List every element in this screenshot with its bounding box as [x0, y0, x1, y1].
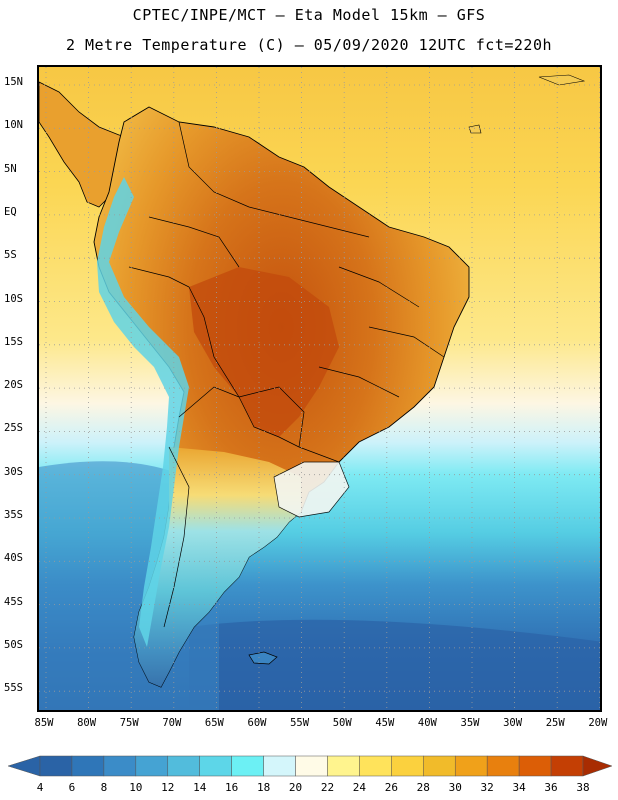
lon-label: 60W — [247, 717, 267, 729]
lat-label: 25S — [4, 422, 23, 435]
colorbar-cell — [486, 755, 520, 777]
colorbar-cell — [263, 755, 296, 777]
colorbar-high-arrow — [582, 755, 613, 777]
colorbar-tick-label: 20 — [288, 781, 303, 794]
map-canvas — [39, 67, 600, 710]
lon-label: 40W — [417, 717, 437, 729]
colorbar-tick-label: 34 — [512, 781, 526, 794]
lon-label: 35W — [460, 717, 480, 729]
colorbar-tick-label: 32 — [480, 781, 494, 794]
colorbar-tick-label: 22 — [320, 781, 335, 794]
lat-label: 15N — [4, 76, 23, 88]
colorbar-cell — [423, 755, 456, 777]
lon-label: 80W — [77, 717, 97, 729]
colorbar-tick-label: 6 — [68, 781, 76, 794]
lat-label: 15S — [4, 335, 23, 348]
lat-label: 30S — [4, 465, 23, 478]
colorbar-tick-label: 36 — [544, 781, 558, 794]
title-line-2: 2 Metre Temperature (C) – 05/09/2020 12U… — [65, 36, 553, 54]
colorbar-tick-label: 4 — [36, 781, 44, 794]
lat-label: 10N — [4, 119, 23, 132]
colorbar-cell — [231, 755, 264, 777]
colorbar-cell — [327, 755, 360, 777]
temperature-map — [37, 65, 602, 712]
colorbar-cell — [103, 755, 137, 777]
colorbar-tick-label: 10 — [129, 781, 143, 794]
lon-label: 25W — [545, 717, 565, 729]
lon-label: 70W — [162, 717, 182, 729]
uruguay-cool-patch — [273, 461, 350, 518]
colorbar-tick-label: 8 — [100, 781, 108, 794]
lat-label: 5N — [4, 162, 17, 175]
colorbar-tick-label: 16 — [225, 781, 239, 794]
colorbar-cell — [295, 755, 328, 777]
colorbar-low-arrow — [7, 755, 41, 777]
falkland-islands — [248, 651, 278, 665]
colorbar-tick-label: 26 — [384, 781, 398, 794]
colorbar-tick-label: 18 — [256, 781, 271, 794]
lon-label: 45W — [375, 717, 395, 729]
colorbar-tick-label: 24 — [352, 781, 367, 794]
lat-label: 5S — [4, 249, 17, 262]
lat-label: 40S — [4, 552, 23, 565]
lat-label: 35S — [4, 509, 23, 521]
graticule — [39, 67, 600, 710]
lat-label: 55S — [4, 682, 23, 695]
colorbar-tick-label: 14 — [193, 781, 207, 794]
colorbar-cell — [199, 755, 232, 777]
colorbar-cell — [135, 755, 169, 777]
title-line-1: CPTEC/INPE/MCT – Eta Model 15km – GFS — [132, 6, 486, 24]
country-borders — [128, 121, 445, 628]
caribbean-island — [538, 74, 586, 86]
colorbar-tick-label: 30 — [448, 781, 462, 794]
colorbar — [7, 755, 613, 777]
colorbar-tick-label: 12 — [161, 781, 175, 794]
lon-label: 50W — [332, 717, 352, 729]
lat-label: EQ — [4, 205, 17, 218]
andes-cold-strip — [97, 177, 189, 647]
colorbar-tick-label: 38 — [576, 781, 590, 794]
lon-label: 75W — [119, 717, 139, 729]
colorbar-cell — [167, 755, 200, 777]
lat-label: 20S — [4, 379, 23, 392]
lat-label: 10S — [4, 292, 23, 305]
colorbar-cell — [454, 755, 488, 777]
lon-label: 85W — [34, 717, 54, 729]
colorbar-cell — [39, 755, 73, 777]
lon-label: 30W — [503, 717, 523, 729]
colorbar-cell — [359, 755, 392, 777]
lon-label: 55W — [290, 717, 310, 729]
colorbar-cell — [518, 755, 552, 777]
colorbar-cell — [550, 755, 584, 777]
lon-label: 65W — [204, 717, 224, 729]
southern-ocean-band — [189, 619, 600, 710]
colorbar-cell — [391, 755, 424, 777]
lat-label: 50S — [4, 638, 23, 651]
lat-label: 45S — [4, 595, 23, 608]
lon-label: 20W — [588, 717, 608, 729]
heat-core — [189, 267, 339, 437]
colorbar-cell — [71, 755, 105, 777]
colorbar-tick-label: 28 — [416, 781, 430, 794]
